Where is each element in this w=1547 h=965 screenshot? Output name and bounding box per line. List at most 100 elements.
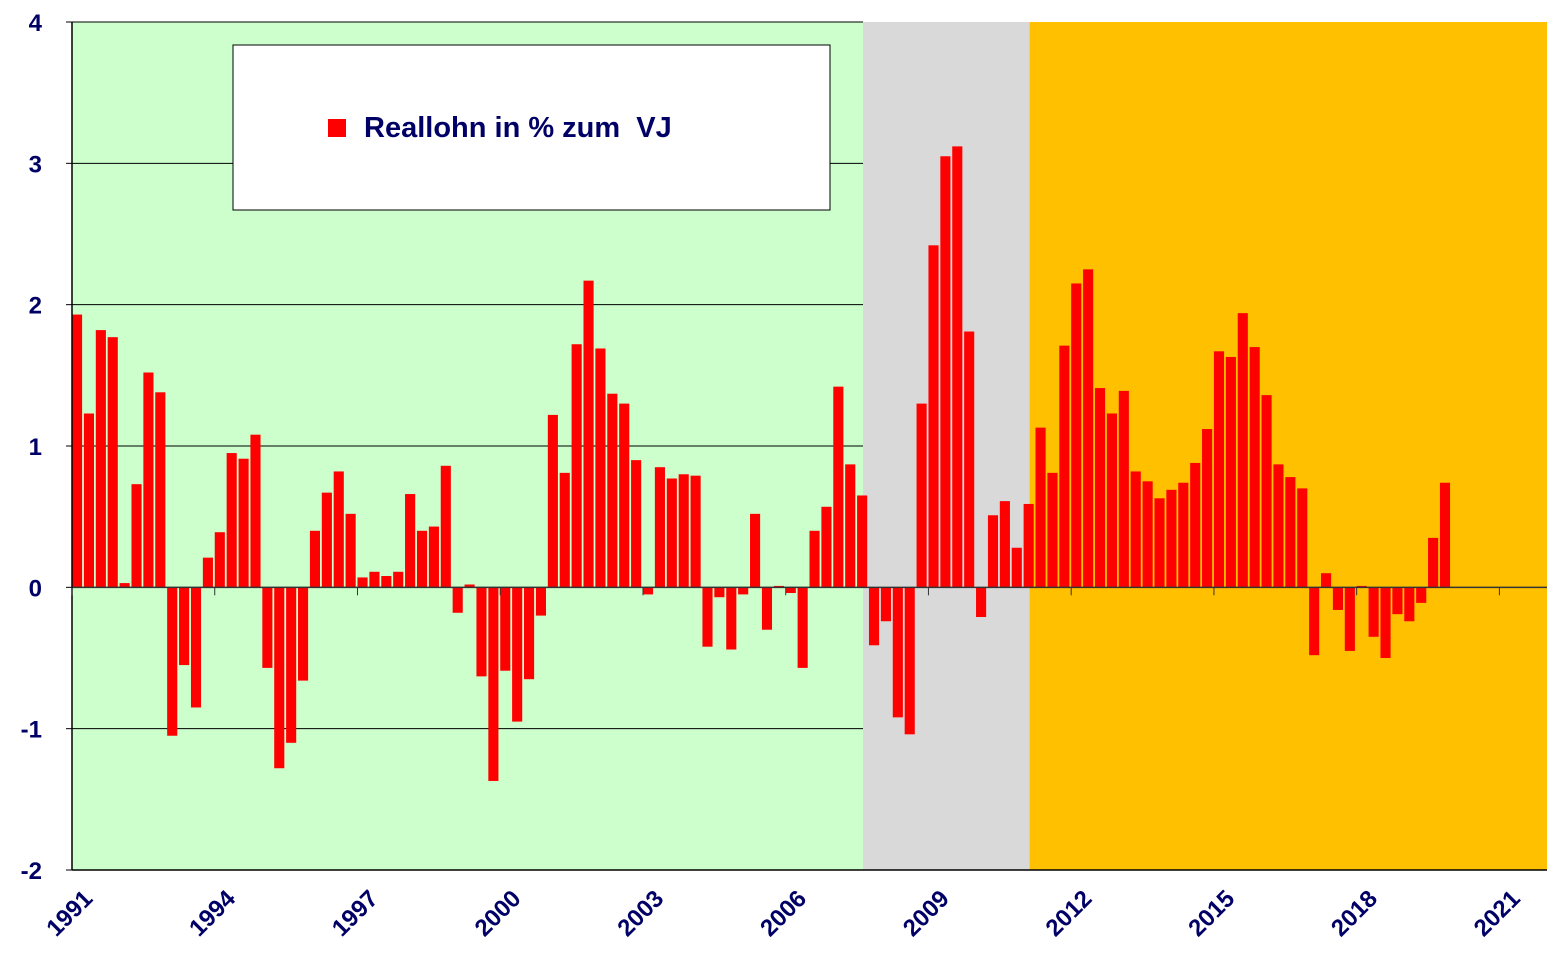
bar xyxy=(274,587,285,769)
bar xyxy=(1059,345,1070,588)
bar xyxy=(369,571,380,588)
bar xyxy=(202,557,213,588)
bar xyxy=(1309,587,1320,656)
x-tick-label: 2009 xyxy=(898,885,955,942)
bar xyxy=(1094,388,1106,588)
bar xyxy=(833,386,844,588)
bar xyxy=(559,472,570,588)
x-tick-label: 1991 xyxy=(41,885,98,942)
bar xyxy=(1130,471,1141,588)
bar xyxy=(845,464,856,588)
bar xyxy=(214,532,225,588)
bar xyxy=(1416,587,1427,603)
bar xyxy=(143,372,154,588)
bar xyxy=(928,245,939,588)
bar xyxy=(476,587,487,677)
bar xyxy=(464,584,475,588)
bar xyxy=(821,506,832,588)
bar xyxy=(631,460,642,588)
x-tick-label: 2021 xyxy=(1469,885,1526,942)
bar xyxy=(987,515,999,588)
y-tick-label: -1 xyxy=(21,717,42,744)
bar xyxy=(702,587,713,647)
bar xyxy=(309,530,321,588)
bar xyxy=(452,587,463,613)
bar xyxy=(904,587,915,735)
x-tick-label: 2015 xyxy=(1183,885,1240,942)
x-tick-label: 2000 xyxy=(470,885,527,942)
bar xyxy=(428,526,439,588)
bar xyxy=(286,587,297,743)
bar xyxy=(226,453,237,588)
bar xyxy=(857,495,868,588)
bar xyxy=(952,146,963,588)
bar xyxy=(1190,462,1201,588)
bar xyxy=(262,587,273,668)
x-tick-label: 2003 xyxy=(612,885,669,942)
bar xyxy=(619,403,630,588)
bar xyxy=(690,475,701,588)
bar xyxy=(381,576,392,588)
bar xyxy=(393,571,404,588)
x-tick-label: 2018 xyxy=(1326,885,1383,942)
bar xyxy=(726,587,737,650)
y-tick-label: 3 xyxy=(29,151,42,178)
bar xyxy=(488,587,499,781)
y-tick-label: 0 xyxy=(29,575,42,602)
x-tick-label: 1994 xyxy=(184,885,241,942)
bar xyxy=(916,403,927,588)
bar xyxy=(1023,503,1034,588)
bar xyxy=(1225,356,1236,588)
bar xyxy=(1083,269,1094,588)
bar xyxy=(345,513,356,588)
bar xyxy=(868,587,880,646)
bar xyxy=(1106,413,1117,588)
bar xyxy=(416,530,428,588)
bar xyxy=(976,587,987,618)
bar xyxy=(1428,537,1439,588)
y-tick-label: 4 xyxy=(29,10,43,37)
bar xyxy=(179,587,190,666)
bar xyxy=(95,330,106,588)
bar xyxy=(583,280,594,588)
bar xyxy=(1368,587,1379,637)
bar xyxy=(107,337,118,588)
bar xyxy=(440,465,451,588)
bar xyxy=(250,434,261,588)
bar xyxy=(1273,464,1284,588)
bar xyxy=(607,393,618,588)
bar xyxy=(1118,390,1129,588)
bar xyxy=(321,492,332,588)
bar xyxy=(714,587,725,598)
bar xyxy=(512,587,523,722)
bar xyxy=(1404,587,1415,622)
x-tick-label: 2006 xyxy=(755,885,812,942)
bar xyxy=(1344,587,1355,651)
bar xyxy=(535,587,547,616)
bar xyxy=(999,501,1010,588)
bar xyxy=(333,471,344,588)
bar xyxy=(1249,347,1260,588)
bar xyxy=(1261,395,1272,588)
bar xyxy=(1178,482,1189,588)
bar xyxy=(131,484,142,588)
bar xyxy=(83,413,95,588)
bar xyxy=(1439,482,1451,588)
bar xyxy=(1071,283,1082,588)
x-tick-label: 2012 xyxy=(1041,885,1098,942)
bar xyxy=(298,587,309,681)
bar xyxy=(892,587,903,718)
y-tick-label: 1 xyxy=(29,434,42,461)
bar xyxy=(1380,587,1391,658)
y-tick-label: 2 xyxy=(29,293,42,320)
bar xyxy=(1202,429,1213,588)
bar xyxy=(1320,573,1332,588)
bar xyxy=(167,587,178,736)
bar xyxy=(571,344,582,588)
bar xyxy=(1297,488,1308,588)
bar xyxy=(1237,313,1248,588)
bar xyxy=(738,587,749,595)
bar xyxy=(155,392,166,588)
bar xyxy=(405,494,416,588)
